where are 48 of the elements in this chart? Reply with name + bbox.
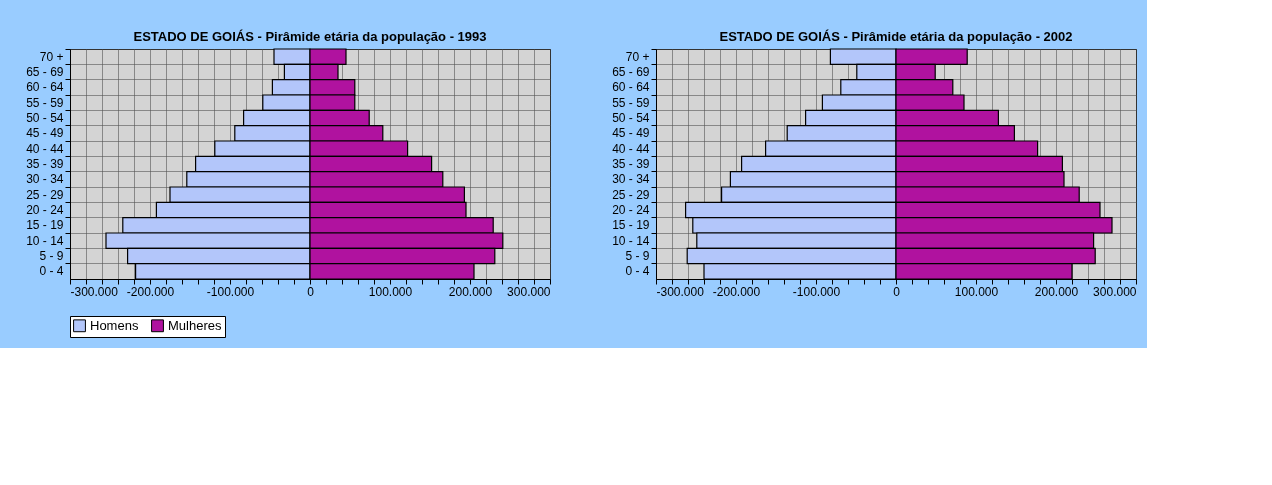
legend-label: Mulheres	[168, 317, 222, 333]
x-tick-label: -200.000	[126, 284, 175, 299]
x-tick-label: 300.000	[507, 284, 551, 299]
y-tick-label: 70 +	[625, 49, 650, 64]
y-tick-label: 0 - 4	[625, 264, 650, 279]
y-tick-label: 70 +	[39, 49, 64, 64]
y-tick-label: 20 - 24	[612, 203, 650, 217]
y-tick-label: 55 - 59	[26, 95, 64, 110]
x-tick-label: -300.000	[70, 284, 119, 299]
y-tick-label: 35 - 39	[612, 157, 650, 171]
y-tick-label: 40 - 44	[26, 141, 64, 156]
y-tick-label: 25 - 29	[26, 187, 64, 202]
y-tick-label: 50 - 54	[26, 111, 64, 125]
x-tick-label: 200.000	[1034, 284, 1079, 299]
y-tick-label: 60 - 64	[26, 80, 64, 95]
y-tick-label: 15 - 19	[26, 218, 64, 233]
x-tick-label: -300.000	[656, 284, 705, 299]
y-tick-label: 35 - 39	[26, 157, 64, 171]
y-tick-label: 40 - 44	[612, 141, 650, 156]
x-tick-label: 200.000	[448, 284, 493, 299]
y-tick-label: 0 - 4	[39, 264, 64, 279]
x-tick-label: -200.000	[712, 284, 761, 299]
x-tick-label: -100.000	[206, 284, 255, 299]
y-tick-label: 5 - 9	[625, 249, 650, 263]
y-tick-label: 10 - 14	[612, 233, 650, 248]
y-tick-label: 15 - 19	[612, 218, 650, 233]
y-tick-label: 25 - 29	[612, 187, 650, 202]
x-tick-label: 0	[893, 284, 901, 299]
x-tick-label: 100.000	[954, 284, 999, 299]
y-tick-label: 5 - 9	[39, 249, 64, 263]
y-tick-label: 50 - 54	[612, 111, 650, 125]
y-tick-label: 20 - 24	[26, 203, 64, 217]
y-tick-label: 30 - 34	[26, 172, 64, 187]
y-tick-label: 45 - 49	[26, 126, 64, 141]
x-tick-label: 300.000	[1093, 284, 1137, 299]
y-tick-label: 10 - 14	[26, 233, 64, 248]
y-tick-label: 55 - 59	[612, 95, 650, 110]
x-tick-label: 100.000	[368, 284, 413, 299]
chart-title: ESTADO DE GOIÁS - Pirâmide etária da população - 2002	[719, 29, 1073, 45]
x-tick-label: 0	[307, 284, 315, 299]
chart-title: ESTADO DE GOIÁS - Pirâmide etária da população - 1993	[133, 29, 487, 45]
y-tick-label: 65 - 69	[26, 65, 64, 79]
x-tick-label: -100.000	[792, 284, 841, 299]
legend-label: Homens	[90, 317, 139, 333]
y-tick-label: 45 - 49	[612, 126, 650, 141]
y-tick-label: 30 - 34	[612, 172, 650, 187]
y-tick-label: 65 - 69	[612, 65, 650, 79]
y-tick-label: 60 - 64	[612, 80, 650, 95]
